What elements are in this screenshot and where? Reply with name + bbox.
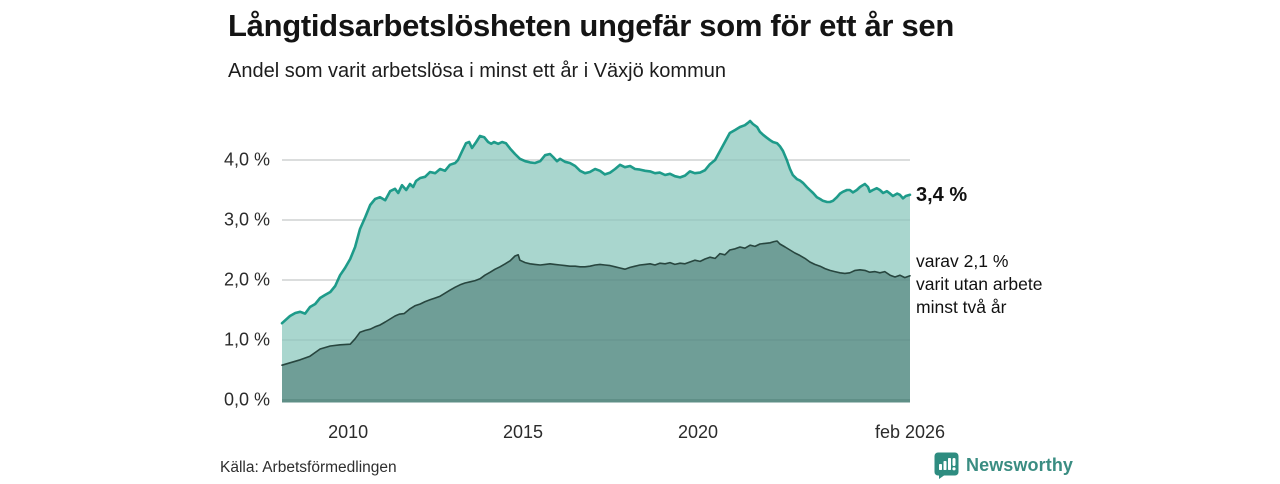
- annotation-line-2: varit utan arbete: [916, 274, 1043, 294]
- x-tick-label: 2020: [677, 422, 718, 442]
- y-tick-label: 4,0 %: [223, 149, 270, 170]
- chart-title: Långtidsarbetslösheten ungefär som för e…: [228, 8, 955, 43]
- secondary-value-annotation: varav 2,1 % varit utan arbete minst två …: [916, 250, 1042, 319]
- y-tick-label: 1,0 %: [223, 329, 270, 350]
- annotation-line-1: varav 2,1 %: [916, 251, 1009, 271]
- annotation-line-3: minst två år: [916, 297, 1007, 317]
- y-tick-label: 2,0 %: [223, 269, 270, 290]
- area-two-years: [282, 241, 910, 400]
- latest-value-label: 3,4 %: [916, 184, 968, 206]
- y-tick-label: 3,0 %: [223, 209, 270, 230]
- source-attribution: Källa: Arbetsförmedlingen: [220, 459, 397, 476]
- newsworthy-bubble-chart-icon: [934, 452, 959, 479]
- x-tick-label: feb 2026: [874, 422, 946, 442]
- newsworthy-wordmark: Newsworthy: [966, 454, 1074, 475]
- line-two-years: [281, 240, 911, 367]
- y-tick-label: 0,0 %: [223, 389, 270, 410]
- x-tick-label: 2010: [328, 422, 369, 442]
- line-total: [280, 119, 912, 325]
- chart-subtitle: Andel som varit arbetslösa i minst ett å…: [228, 60, 726, 82]
- x-tick-label: 2015: [503, 422, 544, 442]
- newsworthy-logo[interactable]: Newsworthy: [934, 451, 1073, 479]
- x-axis-baseline: [282, 399, 910, 403]
